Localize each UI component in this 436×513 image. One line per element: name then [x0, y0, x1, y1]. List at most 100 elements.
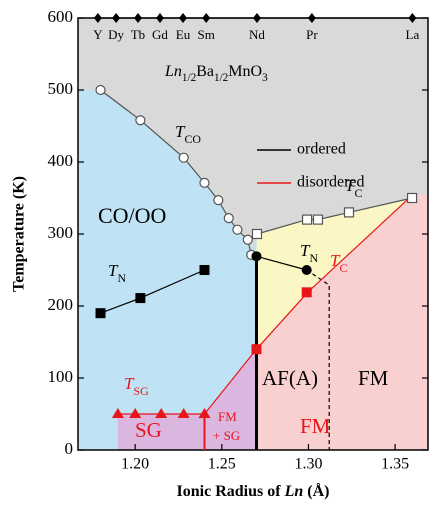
series-line — [204, 194, 413, 415]
data-point — [177, 408, 190, 418]
data-point — [155, 408, 168, 418]
element-marker — [408, 13, 417, 23]
data-point — [95, 308, 106, 319]
data-point — [223, 213, 234, 224]
data-point — [251, 344, 262, 355]
data-point — [199, 177, 210, 188]
element-label: Eu — [176, 27, 191, 42]
element-label: Dy — [108, 27, 124, 42]
x-tick-label: 1.20 — [121, 456, 149, 473]
text-part: N — [309, 251, 318, 265]
data-point — [95, 84, 106, 96]
annotation: SG — [135, 418, 162, 442]
annotation: TN — [108, 261, 126, 285]
text-part: T — [108, 261, 119, 280]
annotation: TC — [345, 176, 362, 200]
data-point — [199, 265, 210, 275]
data-point — [343, 207, 355, 218]
text-part: FM — [218, 409, 237, 424]
text-part: T — [330, 251, 341, 270]
element-label: Nd — [249, 27, 265, 42]
text-part: + SG — [213, 428, 240, 443]
element-label: Gd — [152, 27, 168, 42]
region-sg — [117, 414, 205, 450]
y-tick-label: 400 — [48, 151, 74, 170]
annotation: TC — [330, 251, 347, 275]
text-part: T — [175, 122, 186, 141]
element-label: Pr — [306, 27, 318, 42]
text-part: C — [354, 186, 362, 200]
data-point — [251, 228, 263, 240]
text-part: SG — [133, 384, 149, 398]
element-marker — [307, 13, 316, 23]
text-part: CO/OO — [98, 203, 166, 228]
data-point — [213, 195, 224, 206]
data-point — [406, 192, 418, 204]
annotation: FM — [218, 409, 237, 424]
region-fm-sg — [204, 349, 257, 450]
data-point — [129, 408, 142, 418]
annotation: TCO — [175, 122, 201, 146]
data-point — [312, 214, 324, 225]
region-af — [256, 195, 413, 350]
element-label: Tb — [131, 27, 145, 42]
element-marker — [134, 13, 142, 23]
annotation: TN — [300, 241, 318, 265]
x-tick-label: 1.25 — [208, 456, 236, 473]
annotation: FM — [300, 414, 331, 438]
element-label: Sm — [198, 27, 215, 42]
text-part: 1/2 — [214, 72, 228, 84]
element-marker — [156, 13, 164, 23]
text-part: SG — [135, 418, 162, 442]
text-part: C — [339, 261, 347, 275]
annotation: FM — [358, 366, 389, 390]
text-part: T — [300, 241, 311, 260]
y-tick-label: 100 — [48, 367, 74, 386]
legend-label: ordered — [297, 141, 346, 158]
element-label: La — [406, 27, 420, 42]
region-co-oo — [78, 90, 257, 450]
x-tick-label: 1.35 — [381, 456, 409, 473]
element-label: Y — [93, 27, 103, 42]
annotation: TSG — [124, 374, 149, 398]
element-marker — [93, 13, 102, 23]
element-marker — [179, 13, 187, 23]
y-tick-label: 500 — [48, 79, 74, 98]
text-part: Ionic Radius of — [177, 483, 285, 500]
text-part: N — [117, 271, 126, 285]
annotation: AF(A) — [262, 366, 318, 390]
text-part: (Å) — [303, 482, 329, 500]
y-axis-label: Temperature (K) — [11, 176, 28, 292]
text-part: Ln — [164, 63, 182, 80]
legend-label: disordered — [297, 174, 365, 191]
text-part: Ln — [284, 483, 304, 500]
data-point — [135, 293, 146, 304]
data-point — [251, 251, 262, 262]
text-part: MnO — [228, 63, 262, 80]
text-part: FM — [300, 414, 331, 438]
y-tick-label: 600 — [48, 7, 74, 26]
element-marker — [202, 13, 211, 23]
chart-title: Ln1/2Ba1/2MnO3 — [164, 63, 268, 84]
text-part: 1/2 — [182, 72, 196, 84]
data-point — [178, 152, 189, 163]
text-part: T — [124, 374, 135, 393]
data-point — [198, 408, 211, 418]
data-point — [135, 115, 146, 126]
element-marker — [112, 13, 121, 23]
data-point — [301, 265, 312, 275]
text-part: CO — [184, 132, 201, 146]
text-part: 3 — [262, 72, 268, 84]
element-marker — [253, 13, 261, 23]
x-tick-label: 1.30 — [294, 456, 322, 473]
text-part: Ba — [196, 63, 214, 80]
region-fm — [256, 195, 428, 450]
series-line — [256, 255, 307, 271]
data-point — [301, 214, 313, 225]
annotation: CO/OO — [98, 203, 166, 228]
y-tick-label: 300 — [48, 223, 74, 242]
annotation: + SG — [213, 428, 240, 443]
data-point — [242, 234, 253, 245]
text-part: T — [345, 176, 356, 195]
